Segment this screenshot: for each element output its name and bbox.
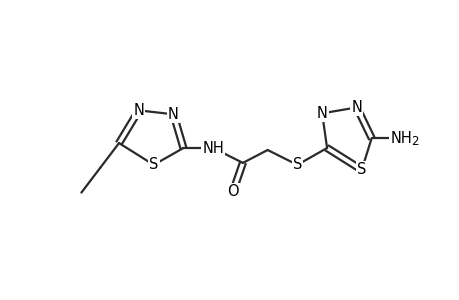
Text: N: N: [133, 103, 144, 118]
Text: S: S: [356, 162, 366, 177]
Text: S: S: [149, 158, 158, 172]
Text: N: N: [316, 106, 327, 121]
Text: N: N: [168, 107, 179, 122]
Text: S: S: [292, 158, 302, 172]
Text: 2: 2: [411, 135, 418, 148]
Text: N: N: [351, 100, 362, 115]
Text: O: O: [227, 184, 238, 199]
Text: NH: NH: [390, 130, 411, 146]
Text: NH: NH: [202, 140, 224, 155]
